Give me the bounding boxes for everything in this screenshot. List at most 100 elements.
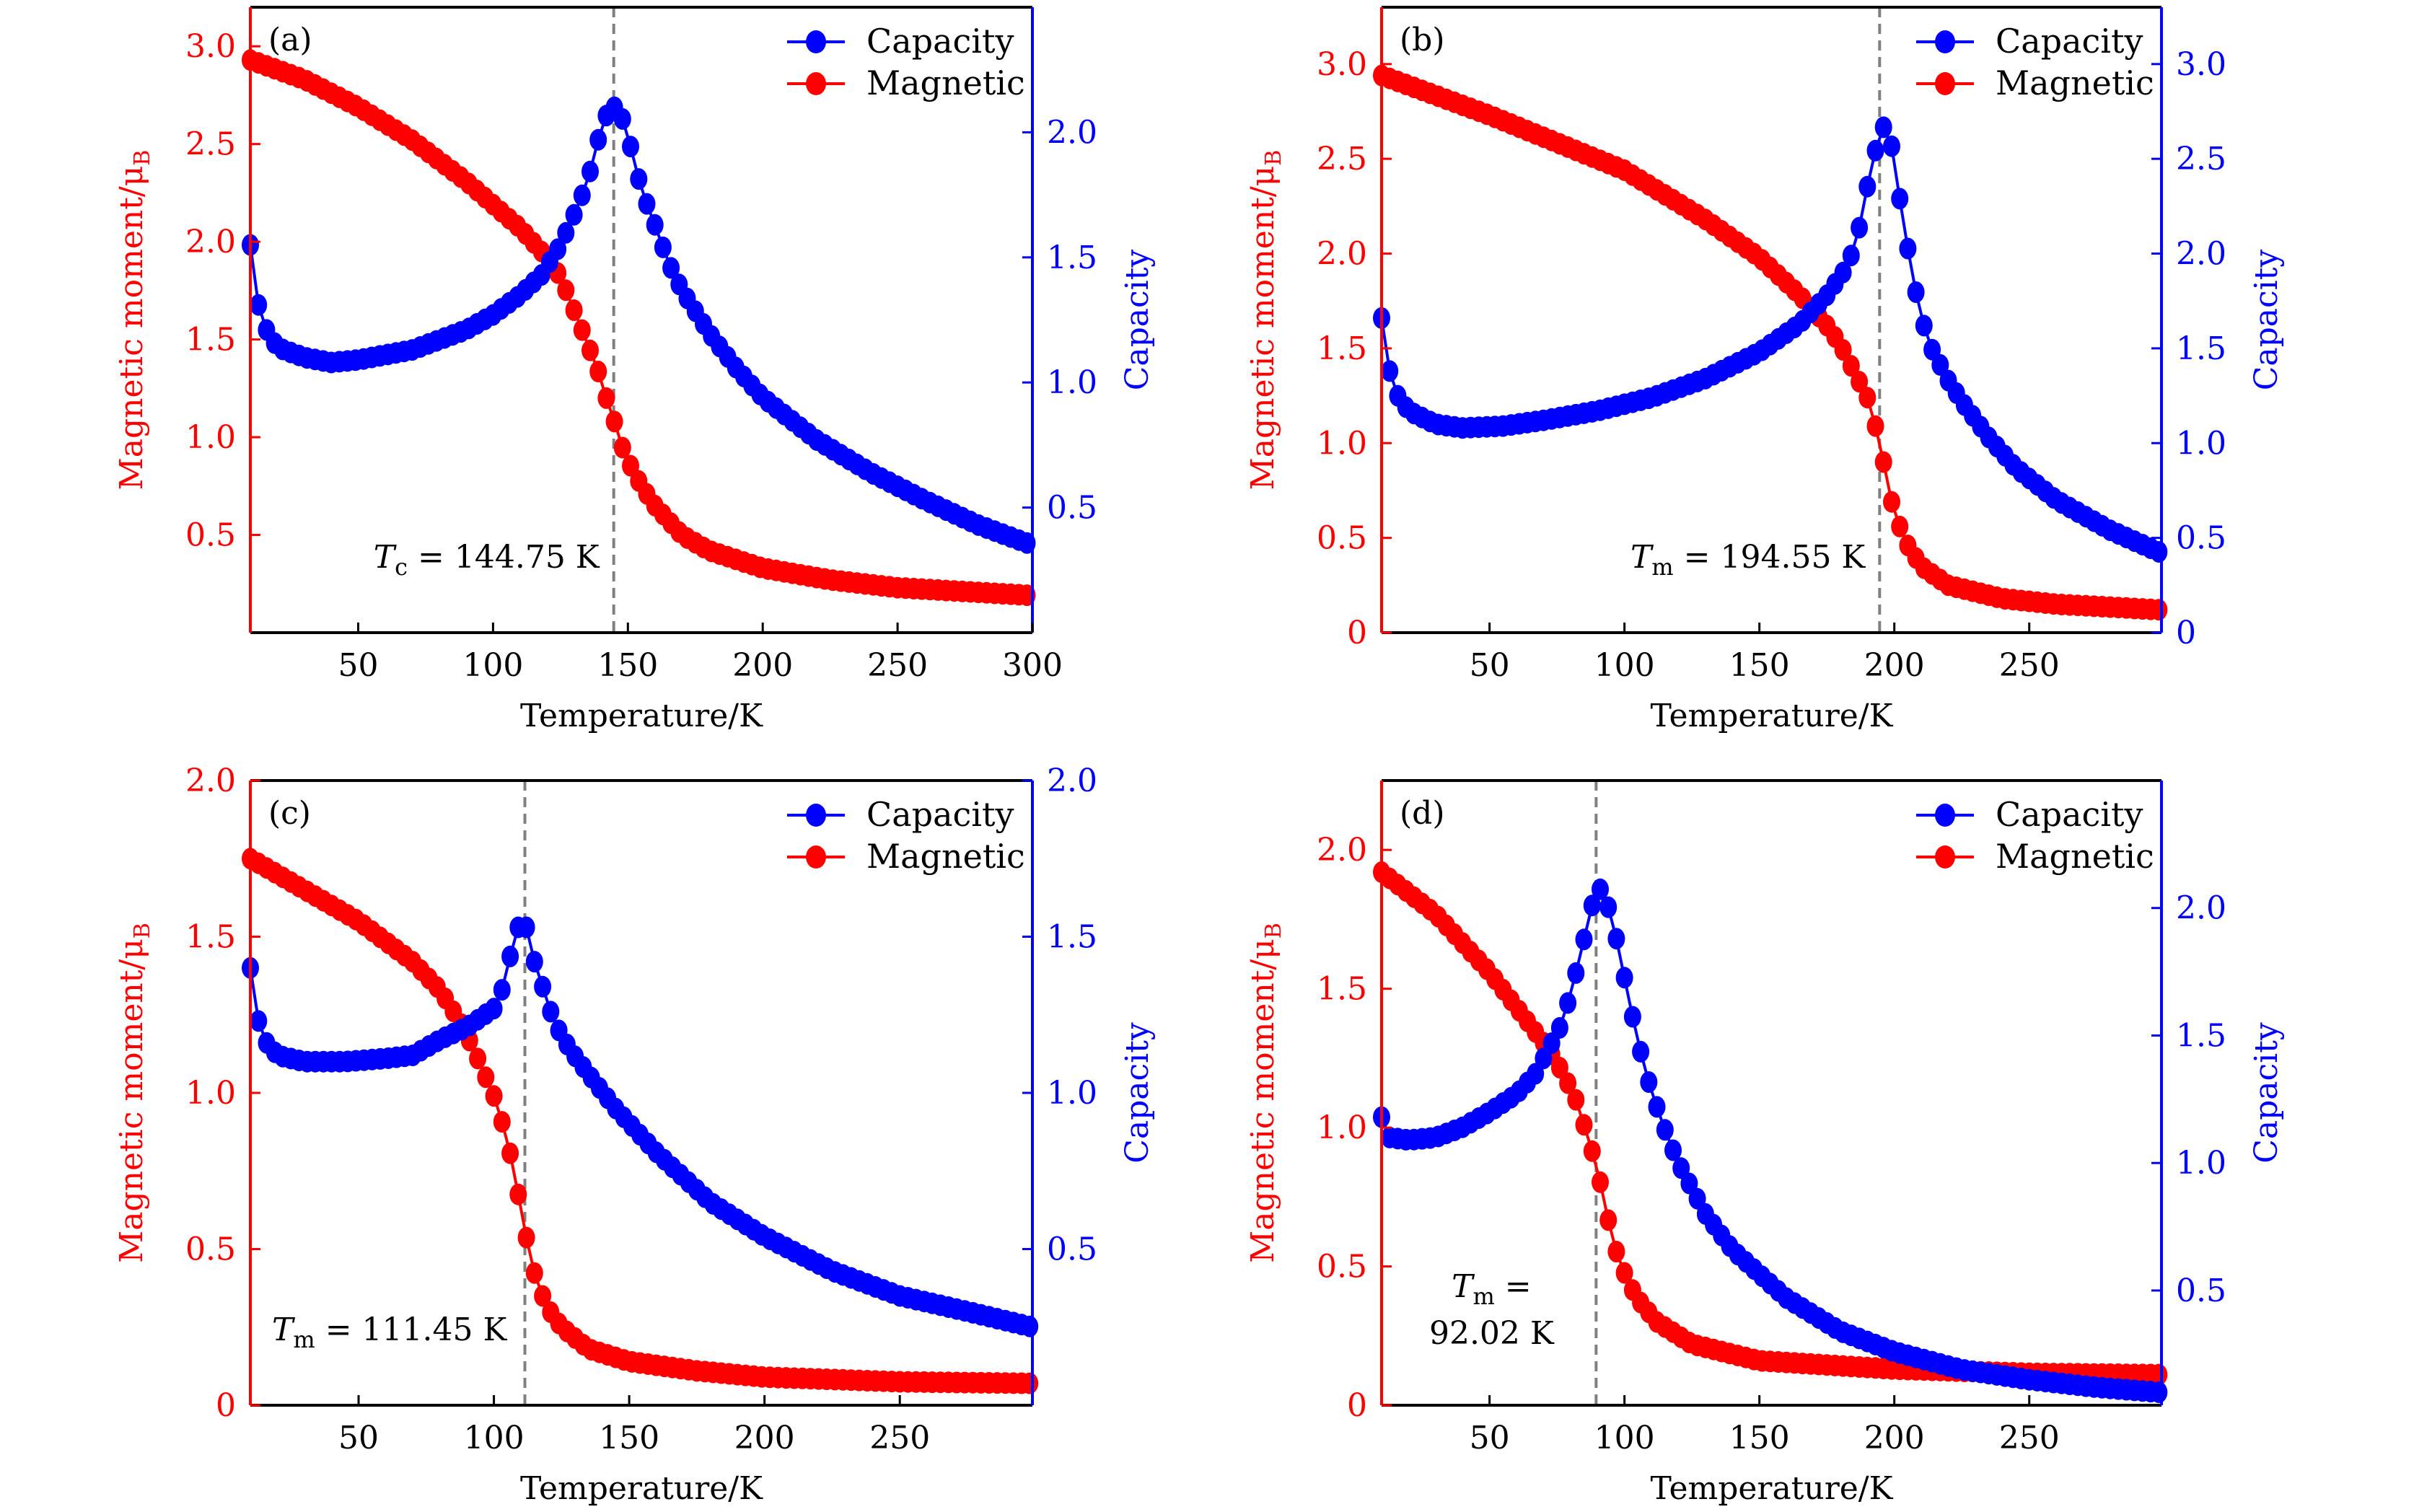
panel-label: (c)	[268, 795, 311, 832]
y-left-tick-label: 1.5	[185, 322, 236, 359]
y-left-tick-label: 1.0	[185, 1075, 236, 1112]
data-point-capacity	[1874, 116, 1892, 139]
data-point-capacity	[654, 236, 672, 258]
data-point-capacity	[1680, 1172, 1698, 1195]
y-left-axis-title: Magnetic moment/μB	[1245, 923, 1286, 1263]
data-point-capacity	[1607, 928, 1625, 950]
data-point-capacity	[589, 128, 607, 151]
x-tick-label: 150	[597, 647, 658, 684]
data-point-capacity	[517, 916, 535, 939]
series-magnetic	[242, 49, 1036, 607]
data-point-capacity	[2150, 1381, 2168, 1403]
data-point-magnetic	[517, 1226, 535, 1249]
panel-label: (d)	[1400, 795, 1445, 832]
y-left-tick-label: 3.0	[185, 28, 236, 65]
y-right-tick-label: 2.0	[1047, 114, 1097, 151]
legend-label: Magnetic	[866, 837, 1025, 876]
y-left-title-subscript: B	[130, 923, 155, 939]
y-left-tick-label: 2.5	[185, 126, 236, 163]
y-left-title-text: Magnetic moment/μ	[1245, 166, 1281, 491]
y-right-tick-label: 2.0	[2176, 236, 2226, 273]
legend-label: Magnetic	[866, 63, 1025, 102]
data-point-magnetic	[2150, 599, 2168, 621]
x-tick-label: 50	[338, 647, 379, 684]
data-point-magnetic	[622, 454, 639, 477]
data-point-magnetic	[1559, 1072, 1577, 1094]
series-magnetic	[1373, 64, 2168, 621]
data-point-capacity	[557, 221, 575, 244]
y-right-tick-label: 0.5	[1047, 1231, 1097, 1268]
annotation-symbol: T	[1452, 1268, 1475, 1305]
y-right-tick-label: 1.5	[2176, 1017, 2226, 1054]
data-point-capacity	[1915, 315, 1933, 337]
y-left-title-subscript: B	[1261, 923, 1286, 939]
data-point-magnetic	[1615, 1262, 1633, 1284]
y-left-axis-title: Magnetic moment/μB	[1245, 150, 1286, 491]
x-axis-title: Temperature/K	[1651, 1470, 1894, 1507]
data-point-capacity	[1923, 338, 1941, 361]
x-tick-label: 100	[1594, 647, 1655, 684]
data-point-capacity	[1623, 1006, 1641, 1028]
data-point-capacity	[1583, 895, 1601, 917]
x-tick-label: 50	[1470, 647, 1510, 684]
x-tick-label: 250	[869, 1420, 930, 1456]
legend-label: Capacity	[1996, 795, 2143, 834]
panel-c: 50 100 150 200 250 Temperature/K 0 0.5 1.0 1.5 2.0…	[113, 762, 1156, 1507]
y-right-tick-label: 0	[2176, 615, 2196, 651]
x-axis-title: Temperature/K	[520, 698, 763, 734]
y-left-tick-label: 1.5	[1317, 330, 1367, 367]
y-right-tick-label: 0.5	[2176, 1273, 2226, 1309]
y-left-title-subscript: B	[1261, 150, 1286, 166]
data-point-capacity	[573, 184, 591, 206]
data-point-magnetic	[573, 319, 591, 341]
y-left-axis-title: Magnetic moment/μB	[113, 923, 155, 1263]
x-tick-label: 150	[1729, 647, 1790, 684]
series-capacity	[242, 96, 1036, 554]
y-left-tick-label: 1.0	[1317, 1109, 1367, 1146]
data-point-magnetic	[565, 299, 583, 321]
data-point-capacity	[662, 257, 680, 279]
legend-item-capacity: Capacity	[787, 22, 1014, 61]
data-point-capacity	[525, 951, 543, 973]
x-tick-label: 150	[599, 1420, 659, 1456]
legend-marker	[1935, 30, 1955, 53]
y-right-axis-title: Capacity	[2248, 250, 2285, 391]
y-left-tick-label: 2.0	[1317, 236, 1367, 273]
x-tick-label: 50	[338, 1420, 379, 1456]
y-right-tick-label: 0.5	[2176, 520, 2226, 557]
y-right-tick-label: 2.0	[1047, 762, 1097, 799]
y-left-tick-label: 1.5	[185, 919, 236, 956]
x-tick-label: 250	[867, 647, 928, 684]
transition-annotation: Tm =	[1452, 1268, 1532, 1310]
data-point-capacity	[1664, 1139, 1682, 1161]
data-point-capacity	[565, 203, 583, 226]
legend-item-magnetic: Magnetic	[787, 837, 1025, 876]
y-left-tick-label: 2.0	[1317, 832, 1367, 869]
data-point-magnetic	[1874, 451, 1892, 473]
data-point-capacity	[493, 979, 511, 1001]
data-point-magnetic	[1021, 1372, 1039, 1394]
y-left-title-text: Magnetic moment/μ	[113, 939, 150, 1263]
data-point-magnetic	[469, 1047, 487, 1070]
data-point-magnetic	[485, 1085, 503, 1107]
data-point-capacity	[613, 107, 631, 130]
data-point-capacity	[1567, 962, 1585, 984]
legend-item-magnetic: Magnetic	[1916, 837, 2154, 876]
annotation-symbol: T	[374, 539, 398, 576]
data-point-magnetic	[501, 1142, 519, 1164]
y-right-tick-label: 1.0	[2176, 425, 2226, 462]
x-tick-label: 250	[1999, 647, 2060, 684]
legend-marker	[806, 804, 826, 827]
x-tick-label: 250	[1999, 1420, 2060, 1456]
data-point-capacity	[250, 1010, 268, 1032]
annotation-symbol: T	[1630, 539, 1654, 576]
legend-label: Capacity	[866, 795, 1014, 834]
data-point-capacity	[1592, 878, 1609, 900]
data-point-capacity	[1615, 967, 1633, 989]
x-tick-label: 200	[1864, 1420, 1925, 1456]
panel-b: 50 100 150 200 250 Temperature/K 0 0.5 1.0 1.5 2.0…	[1245, 6, 2285, 734]
y-right-axis-title: Capacity	[2248, 1022, 2285, 1164]
data-point-capacity	[1381, 360, 1399, 382]
data-point-magnetic	[581, 339, 599, 361]
data-point-capacity	[1640, 1071, 1658, 1093]
